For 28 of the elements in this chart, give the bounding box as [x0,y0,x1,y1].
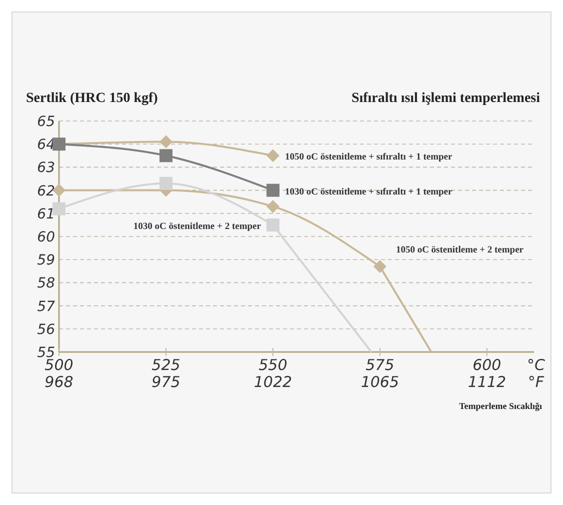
y-tick-label: 57 [37,298,56,315]
text: 968 [44,373,74,391]
text: 1022 [254,373,292,391]
x-axis-title: Temperleme Sıcaklığı [459,401,542,411]
y-axis-title: Sertlik (HRC 150 kgf) [26,91,158,106]
text: 1112 [468,373,506,391]
y-tick-label: 59 [37,252,56,269]
text: 975 [152,373,180,391]
x-tick-label: 525 [152,356,180,374]
x-tick-label: 600 [472,356,502,374]
series-label: 1050 oC östenitleme + 2 temper [396,246,524,256]
x-tick-label: 550 [258,356,288,374]
y-tick-label: 60 [37,230,56,246]
y-tick-label: 65 [37,114,56,130]
y-tick-label: 58 [37,276,56,292]
text: °C [527,356,546,374]
series-label: 1050 oC östenitleme + sıfıraltı + 1 temper [284,152,454,163]
x-tick-label: 575 [366,356,394,374]
text: 1065 [360,373,400,391]
y-tick-label: 61 [37,206,55,222]
series-label: 1030 oC östenitleme + 2 temper [133,222,262,232]
y-tick-label: 63 [37,160,55,176]
x-tick-label: 500 [44,356,74,374]
series-label: 1030 oC östenitleme + sıfıraltı + 1 temper [284,187,454,198]
y-tick-label: 56 [37,322,56,338]
y-tick-label: 62 [37,183,56,200]
chart-title: Sıfıraltı ısıl işlemi temperlemesi [351,91,540,106]
text: °F [528,373,544,391]
